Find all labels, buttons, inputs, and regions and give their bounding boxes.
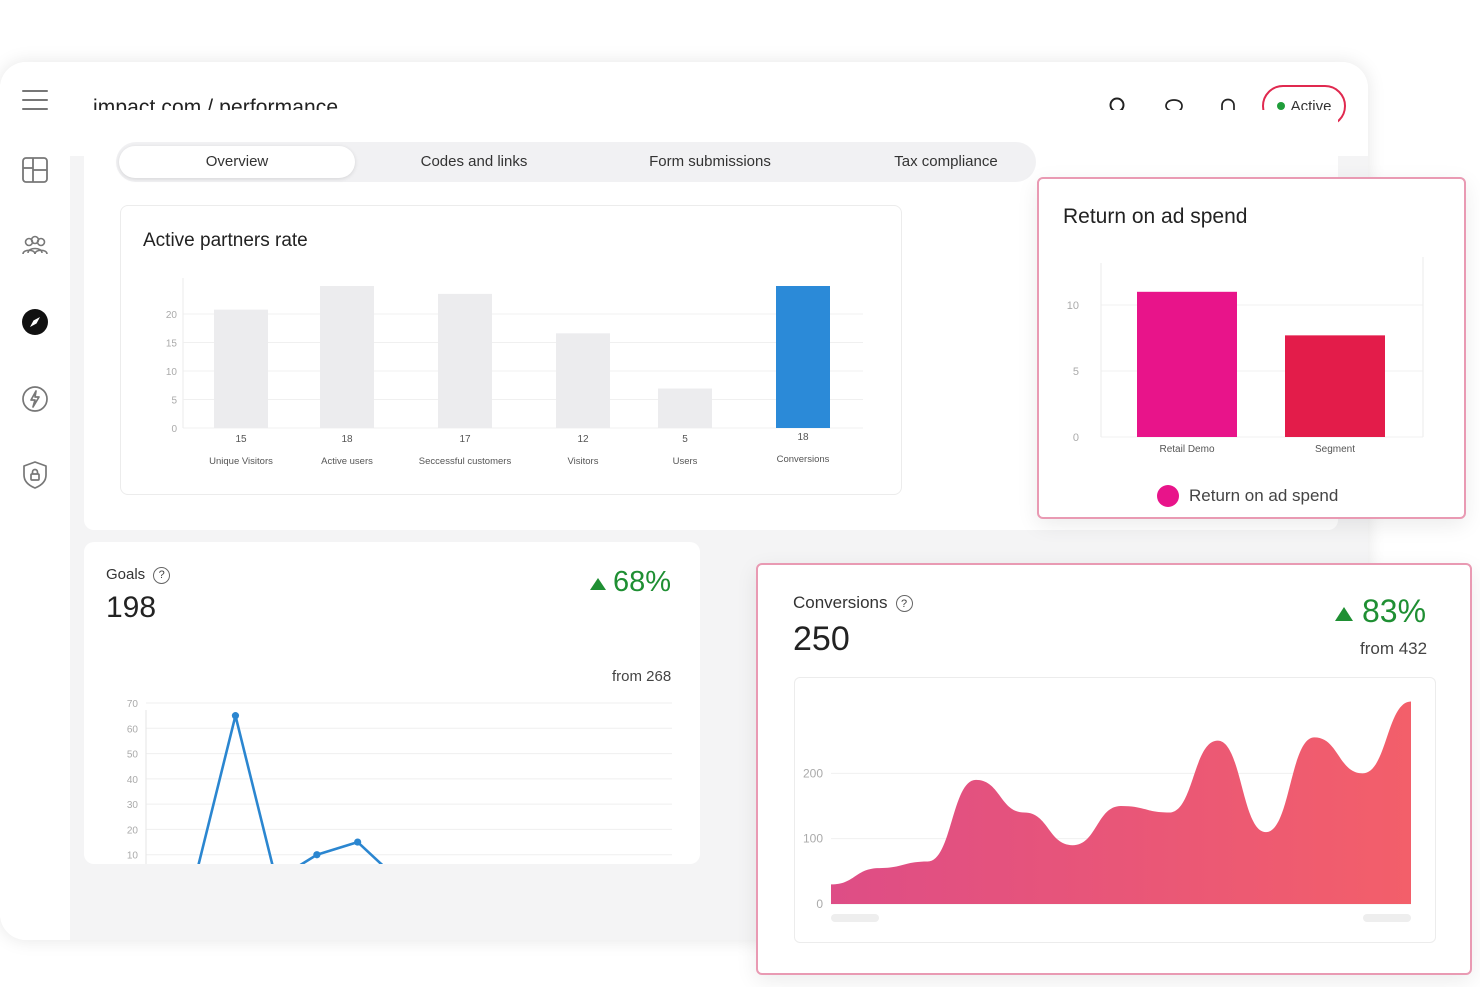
shield-icon[interactable] [19, 459, 51, 491]
conversions-chart-frame: 0 100 200 [794, 677, 1436, 943]
x-tick-label: Active users [321, 456, 373, 467]
bar-value-label: 18 [797, 432, 809, 443]
y-tick-label: 200 [803, 766, 823, 780]
x-tick-label: Retail Demo [1159, 444, 1214, 455]
legend-label: Return on ad spend [1189, 486, 1339, 505]
x-tick-label: Visitors [568, 456, 599, 467]
roas-title: Return on ad spend [1063, 205, 1248, 228]
bar [438, 293, 492, 428]
data-point [231, 712, 240, 720]
lightning-icon[interactable] [19, 383, 51, 415]
goals-value: 198 [106, 591, 157, 624]
data-point [354, 838, 362, 846]
menu-icon[interactable] [19, 84, 51, 116]
scroll-handle-left [831, 914, 879, 922]
x-tick-label: Conversions [777, 454, 830, 465]
x-tick-label: Users [673, 456, 698, 467]
y-tick-label: 50 [127, 750, 139, 761]
active-partners-chart: 0 5 10 15 20 15 Unique Visitors 18 Active users 1… [166, 278, 863, 467]
bar [1285, 335, 1385, 437]
roas-legend: Return on ad spend [1157, 485, 1338, 507]
bar-value-label: 17 [459, 434, 471, 445]
y-tick-label: 20 [127, 825, 139, 836]
conversions-chart: 0 100 200 [803, 701, 1411, 922]
bar-value-label: 15 [235, 434, 247, 445]
goals-from: from 268 [612, 668, 672, 685]
conversions-value: 250 [793, 620, 850, 658]
conversions-title-text: Conversions [793, 593, 888, 612]
x-tick-label: Segment [1315, 444, 1355, 455]
bar [556, 333, 610, 428]
y-tick-label: 15 [166, 339, 178, 350]
y-tick-label: 30 [127, 800, 139, 811]
area-fill [831, 701, 1411, 904]
goals-title: Goals? [106, 566, 171, 584]
bar [1137, 291, 1237, 437]
y-tick-label: 0 [1073, 432, 1079, 444]
bar-value-label: 5 [682, 434, 688, 445]
y-tick-label: 10 [166, 367, 178, 378]
y-tick-label: 60 [127, 724, 139, 735]
goals-chart: 010203040506070May 5 - May 6Oct 22 - Jan… [127, 699, 672, 864]
goals-card: Goals? 198 68% from 268 010203040506070M… [84, 542, 700, 864]
compass-icon[interactable] [19, 306, 51, 338]
y-tick-label: 10 [127, 851, 139, 862]
up-arrow-icon [1335, 607, 1353, 621]
y-tick-label: 5 [171, 396, 177, 407]
x-tick-label: Seccessful customers [419, 456, 512, 467]
scroll-handle-right [1363, 914, 1411, 922]
tab-form-submissions[interactable]: Form submissions [649, 153, 771, 170]
y-tick-label: 70 [127, 699, 139, 710]
y-tick-label: 0 [816, 897, 823, 911]
active-partners-card: Active partners rate 0 5 10 15 20 15 Unique Vi… [120, 205, 902, 495]
y-tick-label: 100 [803, 832, 823, 846]
dashboard-icon[interactable] [19, 154, 51, 186]
series-line [197, 714, 384, 864]
conversions-from: from 432 [1360, 639, 1428, 658]
goals-title-text: Goals [106, 566, 146, 583]
data-point [313, 851, 321, 859]
conversions-card: Conversions? 250 83% from 432 0 100 200 [756, 563, 1472, 975]
card-title: Active partners rate [143, 230, 308, 251]
bar [658, 388, 712, 428]
bar [776, 286, 830, 428]
help-icon[interactable]: ? [153, 566, 171, 584]
up-arrow-icon [590, 578, 606, 590]
y-tick-label: 10 [1067, 300, 1079, 312]
y-tick-label: 0 [171, 424, 177, 435]
y-tick-label: 40 [127, 775, 139, 786]
roas-card: Return on ad spend 0 5 10 Retail Demo Segmen… [1037, 177, 1466, 519]
bar-value-label: 18 [341, 434, 353, 445]
conversions-title: Conversions? [793, 593, 913, 613]
x-tick-label: Unique Visitors [209, 456, 273, 467]
bar [214, 309, 268, 428]
sidebar [0, 62, 71, 940]
goals-delta-value: 68% [613, 566, 672, 598]
bar-value-label: 12 [577, 434, 589, 445]
roas-chart: 0 5 10 Retail Demo Segment [1067, 257, 1424, 455]
y-tick-label: 20 [166, 310, 178, 321]
tab-tax-compliance[interactable]: Tax compliance [894, 153, 998, 170]
status-dot [1276, 102, 1285, 110]
partners-icon[interactable] [19, 230, 51, 262]
help-icon[interactable]: ? [895, 595, 913, 613]
conversions-delta-value: 83% [1362, 593, 1427, 629]
tab-codes-and-links[interactable]: Codes and links [420, 153, 528, 170]
bar [320, 286, 374, 428]
tab-overview[interactable]: Overview [119, 146, 355, 178]
legend-swatch [1157, 485, 1179, 507]
tab-bar: Overview Codes and links Form submission… [116, 142, 1036, 182]
conversions-delta: 83% [1334, 593, 1426, 630]
goals-delta: 68% [589, 566, 671, 599]
y-tick-label: 5 [1073, 366, 1079, 378]
